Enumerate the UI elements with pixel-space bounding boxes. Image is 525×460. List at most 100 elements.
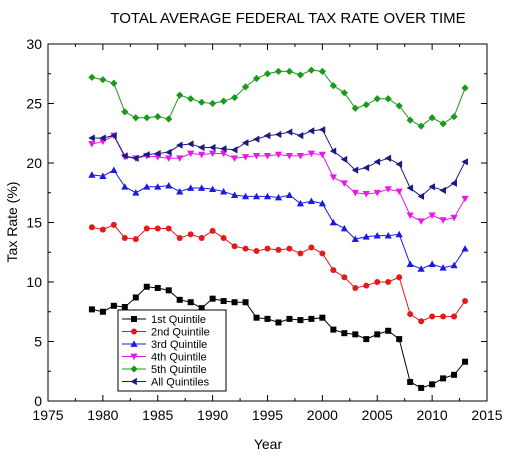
data-point <box>285 191 294 199</box>
legend-box <box>117 309 227 392</box>
data-point <box>110 166 118 174</box>
data-point <box>330 326 337 333</box>
data-point <box>198 143 205 152</box>
x-tick-label: 1980 <box>87 407 118 423</box>
data-point <box>176 296 183 303</box>
chart-title: TOTAL AVERAGE FEDERAL TAX RATE OVER TIME <box>110 10 465 27</box>
data-point <box>406 212 414 219</box>
data-point <box>407 378 414 385</box>
data-point <box>165 155 173 162</box>
data-point <box>440 313 447 320</box>
data-point <box>330 267 337 274</box>
data-point <box>429 313 436 320</box>
data-point <box>396 274 403 281</box>
data-point <box>385 327 392 334</box>
data-point <box>187 150 195 158</box>
x-tick-label: 2000 <box>307 407 338 423</box>
data-point <box>220 97 228 105</box>
y-tick-label: 5 <box>34 334 42 350</box>
series-line <box>91 134 466 222</box>
data-point <box>406 184 414 192</box>
data-point <box>461 245 469 252</box>
data-point <box>274 193 283 201</box>
data-point <box>362 164 370 172</box>
data-point <box>362 101 370 109</box>
x-tick-label: 1990 <box>197 407 228 423</box>
data-point <box>220 187 228 195</box>
data-point <box>165 182 173 189</box>
data-point <box>307 66 315 74</box>
axis-ticks: 1975 1980 1985 1990 1995 2000 2005 2010 20150510… <box>26 36 502 423</box>
data-point <box>451 371 458 378</box>
data-point <box>374 279 381 285</box>
data-point <box>165 225 172 232</box>
data-point <box>132 236 139 243</box>
data-point <box>428 183 436 191</box>
data-point <box>329 218 337 226</box>
data-point <box>329 147 337 155</box>
data-point <box>440 375 447 382</box>
data-point <box>187 140 194 148</box>
data-point <box>319 314 326 321</box>
data-point <box>121 183 129 190</box>
data-point <box>231 243 238 250</box>
data-point <box>176 155 184 162</box>
data-point <box>274 151 283 159</box>
data-point <box>263 70 272 78</box>
data-point <box>417 122 425 130</box>
data-point <box>220 234 227 241</box>
data-point <box>263 192 272 200</box>
data-point <box>132 154 139 162</box>
data-point <box>99 76 107 84</box>
data-point <box>285 67 294 75</box>
data-point <box>462 298 469 305</box>
legend-marker <box>130 353 138 361</box>
data-point <box>121 303 128 310</box>
data-point <box>373 231 381 239</box>
data-point <box>439 217 447 224</box>
data-point <box>253 314 260 321</box>
data-point <box>121 152 128 160</box>
data-point <box>209 150 217 158</box>
series-3 <box>88 132 469 225</box>
x-tick-label: 1975 <box>32 407 63 423</box>
data-point <box>418 384 425 391</box>
data-point <box>220 150 228 158</box>
data-point <box>143 151 150 159</box>
data-point <box>275 246 282 253</box>
data-point <box>384 95 392 103</box>
data-point <box>230 191 239 199</box>
data-point <box>352 331 359 338</box>
data-point <box>406 116 414 124</box>
data-point <box>165 148 172 156</box>
data-point <box>252 74 261 83</box>
data-point <box>220 145 227 153</box>
data-point <box>285 128 293 136</box>
data-point <box>395 188 403 196</box>
data-point <box>88 73 96 81</box>
data-point <box>198 305 205 312</box>
data-point <box>242 245 249 252</box>
data-point <box>264 245 271 252</box>
data-point <box>428 212 436 219</box>
data-point <box>384 231 392 239</box>
series-5 <box>88 126 468 200</box>
data-point <box>462 358 469 365</box>
data-point <box>165 115 173 123</box>
data-point <box>132 114 140 122</box>
data-point <box>187 231 194 238</box>
data-point <box>307 197 315 204</box>
data-point <box>341 274 348 281</box>
series-0 <box>88 283 469 391</box>
data-point <box>132 294 139 301</box>
data-point <box>274 130 282 139</box>
data-point <box>176 234 183 241</box>
data-point <box>340 89 348 97</box>
data-point <box>439 264 447 271</box>
data-point <box>143 283 150 290</box>
data-point <box>450 261 458 269</box>
legend-label: 2nd Quintile <box>151 327 210 339</box>
data-point <box>209 143 216 152</box>
data-point <box>176 187 184 195</box>
data-point <box>209 295 216 302</box>
